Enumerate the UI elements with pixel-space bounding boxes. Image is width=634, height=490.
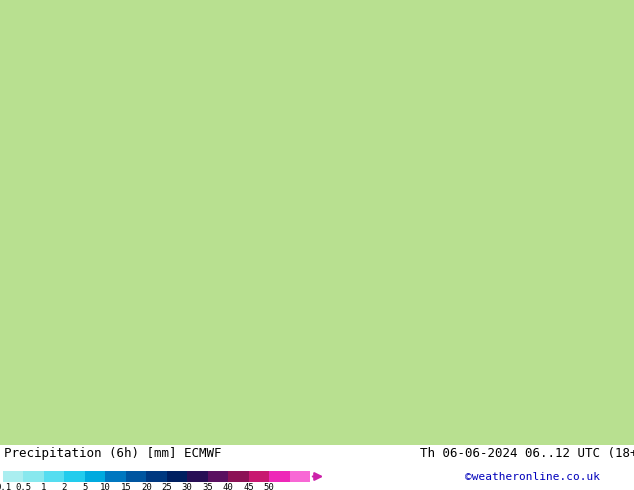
Text: 35: 35 <box>202 483 213 490</box>
Text: 40: 40 <box>223 483 233 490</box>
Text: 2: 2 <box>61 483 67 490</box>
Bar <box>249 471 269 482</box>
Bar <box>23 471 44 482</box>
Bar <box>269 471 290 482</box>
Text: 1: 1 <box>41 483 47 490</box>
Text: 20: 20 <box>141 483 152 490</box>
Text: 0.1: 0.1 <box>0 483 11 490</box>
Text: 15: 15 <box>120 483 131 490</box>
Bar <box>228 471 249 482</box>
Bar <box>167 471 187 482</box>
Text: Precipitation (6h) [mm] ECMWF: Precipitation (6h) [mm] ECMWF <box>4 447 221 460</box>
Bar <box>105 471 126 482</box>
Text: Th 06-06-2024 06..12 UTC (18+90): Th 06-06-2024 06..12 UTC (18+90) <box>420 447 634 460</box>
Bar <box>3 471 23 482</box>
Text: 10: 10 <box>100 483 111 490</box>
Text: 30: 30 <box>182 483 193 490</box>
Bar <box>126 471 146 482</box>
Text: 0.5: 0.5 <box>15 483 32 490</box>
Text: 25: 25 <box>162 483 172 490</box>
Bar <box>44 471 65 482</box>
Bar <box>290 471 310 482</box>
Bar <box>208 471 228 482</box>
Bar <box>65 471 85 482</box>
Bar <box>146 471 167 482</box>
Text: 5: 5 <box>82 483 87 490</box>
Text: 45: 45 <box>243 483 254 490</box>
Bar <box>85 471 105 482</box>
Text: 50: 50 <box>264 483 275 490</box>
Bar <box>187 471 208 482</box>
Text: ©weatheronline.co.uk: ©weatheronline.co.uk <box>465 472 600 482</box>
